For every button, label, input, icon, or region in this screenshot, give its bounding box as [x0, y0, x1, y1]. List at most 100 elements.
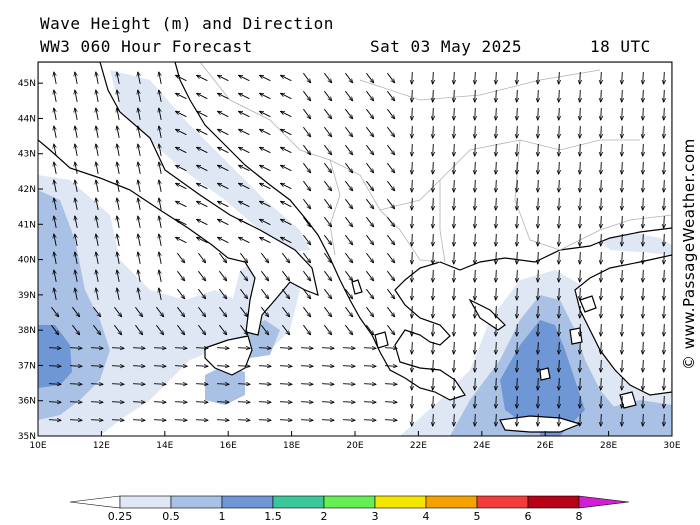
direction-arrow — [198, 270, 205, 281]
direction-arrow — [454, 269, 455, 282]
direction-arrow — [622, 107, 623, 120]
direction-arrow — [363, 384, 376, 385]
lat-tick-label: 45N — [18, 79, 36, 89]
direction-arrow — [601, 143, 602, 156]
direction-arrow — [218, 75, 229, 82]
direction-arrow — [138, 126, 140, 138]
direction-arrow — [475, 125, 476, 138]
direction-arrow — [90, 366, 103, 367]
direction-arrow — [96, 144, 98, 156]
direction-arrow — [580, 125, 581, 138]
direction-arrow — [218, 183, 229, 190]
direction-arrow — [517, 395, 518, 408]
island-naxos — [539, 367, 551, 381]
direction-arrow — [197, 183, 208, 190]
direction-arrow — [601, 215, 602, 228]
direction-arrow — [303, 306, 310, 317]
direction-arrow — [96, 126, 98, 138]
direction-arrow — [538, 125, 539, 138]
direction-arrow — [75, 252, 77, 264]
direction-arrow — [475, 161, 476, 174]
direction-arrow — [412, 161, 413, 174]
direction-arrow — [321, 402, 334, 403]
direction-arrow — [281, 165, 292, 172]
direction-arrow — [197, 237, 208, 244]
direction-arrow — [496, 161, 497, 174]
direction-arrow — [664, 341, 665, 354]
direction-arrow — [279, 402, 292, 403]
direction-arrow — [538, 305, 539, 318]
direction-arrow — [174, 348, 187, 349]
direction-arrow — [538, 161, 539, 174]
colorbar-segment — [272, 495, 325, 509]
direction-arrow — [345, 216, 352, 227]
direction-arrow — [75, 198, 77, 210]
direction-arrow — [195, 366, 208, 367]
direction-arrow — [387, 324, 394, 335]
direction-arrow — [412, 179, 413, 192]
direction-arrow — [454, 125, 455, 138]
direction-arrow — [664, 323, 665, 336]
direction-arrow — [622, 251, 623, 264]
direction-arrow — [643, 89, 644, 102]
direction-arrow — [75, 108, 77, 120]
direction-arrow — [324, 180, 331, 191]
direction-arrow — [218, 129, 229, 136]
direction-arrow — [195, 348, 208, 349]
direction-arrow — [177, 252, 184, 263]
direction-arrow — [279, 366, 292, 367]
direction-arrow — [433, 215, 434, 228]
direction-arrow — [51, 324, 58, 335]
direction-arrow — [239, 201, 250, 208]
direction-arrow — [138, 108, 140, 120]
direction-arrow — [580, 377, 581, 390]
direction-arrow — [321, 366, 334, 367]
direction-arrow — [345, 90, 352, 101]
direction-arrow — [96, 180, 98, 192]
direction-arrow — [176, 129, 187, 136]
direction-arrow — [240, 252, 247, 263]
direction-arrow — [75, 270, 77, 282]
direction-arrow — [433, 89, 434, 102]
direction-arrow — [387, 162, 394, 173]
direction-arrow — [239, 183, 250, 190]
direction-arrow — [303, 180, 310, 191]
direction-arrow — [260, 93, 271, 100]
direction-arrow — [538, 395, 539, 408]
lat-tick-label: 44N — [18, 114, 36, 124]
direction-arrow — [366, 234, 373, 245]
direction-arrow — [475, 287, 476, 300]
direction-arrow — [366, 252, 373, 263]
direction-arrow — [96, 162, 98, 174]
direction-arrow — [324, 306, 331, 317]
direction-arrow — [475, 215, 476, 228]
direction-arrow — [197, 111, 208, 118]
direction-arrow — [601, 269, 602, 282]
direction-arrow — [366, 288, 373, 299]
direction-arrow — [454, 143, 455, 156]
direction-arrow — [281, 111, 292, 118]
direction-arrow — [538, 323, 539, 336]
direction-arrow — [517, 179, 518, 192]
direction-arrow — [54, 180, 56, 192]
direction-arrow — [51, 306, 58, 317]
direction-arrow — [219, 306, 226, 317]
direction-arrow — [198, 252, 205, 263]
direction-arrow — [496, 287, 497, 300]
direction-arrow — [366, 108, 373, 119]
direction-arrow — [75, 90, 77, 102]
direction-arrow — [643, 395, 644, 408]
direction-arrow — [643, 143, 644, 156]
direction-arrow — [138, 252, 140, 264]
direction-arrow — [622, 71, 623, 84]
direction-arrow — [475, 233, 476, 246]
direction-arrow — [664, 215, 665, 228]
direction-arrow — [559, 89, 560, 102]
direction-arrow — [580, 305, 581, 318]
direction-arrow — [345, 72, 352, 83]
direction-arrow — [664, 233, 665, 246]
direction-arrow — [132, 402, 145, 403]
direction-arrow — [345, 108, 352, 119]
direction-arrow — [664, 251, 665, 264]
direction-arrow — [363, 366, 376, 367]
